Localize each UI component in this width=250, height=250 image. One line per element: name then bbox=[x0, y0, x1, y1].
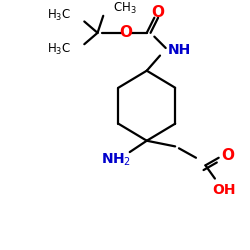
Text: O: O bbox=[222, 148, 235, 163]
Text: OH: OH bbox=[212, 183, 236, 197]
Text: H$_3$C: H$_3$C bbox=[47, 8, 71, 23]
Text: NH: NH bbox=[168, 43, 191, 57]
Text: NH$_2$: NH$_2$ bbox=[102, 152, 132, 168]
Text: O: O bbox=[152, 4, 164, 20]
Text: H$_3$C: H$_3$C bbox=[47, 42, 71, 58]
Text: O: O bbox=[120, 25, 132, 40]
Text: CH$_3$: CH$_3$ bbox=[113, 1, 136, 16]
